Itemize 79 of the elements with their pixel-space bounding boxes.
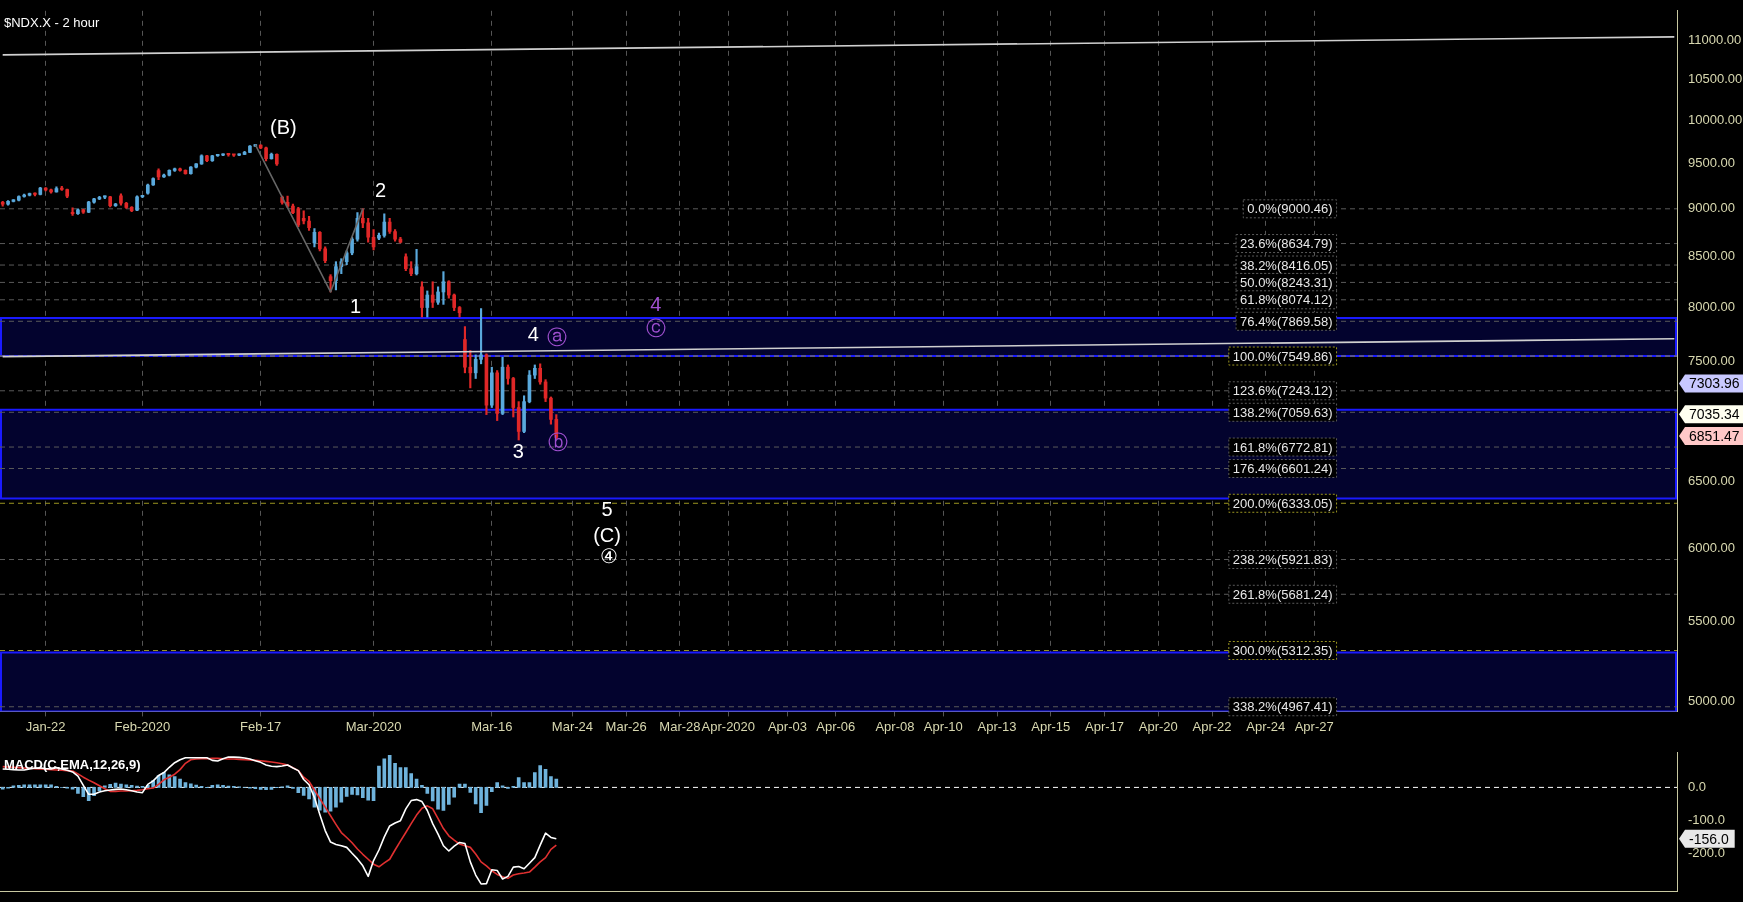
ref-line-label: 138.2%(7059.63) <box>1232 404 1333 420</box>
ref-line-label: 23.6%(8634.79) <box>1240 236 1333 252</box>
chart-title: MACD(C,EMA,12,26,9) <box>4 756 141 772</box>
y-tick-label: 10500.00 <box>1688 71 1743 87</box>
text: -156.0 <box>1689 830 1729 847</box>
y-tick-label: 7500.00 <box>1688 353 1735 369</box>
text: 6851.47 <box>1689 427 1740 444</box>
bar <box>11 785 16 788</box>
x-tick-label: Apr-13 <box>977 718 1017 734</box>
x-tick-label: Jan-22 <box>25 718 66 734</box>
annotation: (B) <box>270 116 297 139</box>
annotation: 1 <box>349 294 362 317</box>
x-tick-label: Apr-24 <box>1246 718 1286 734</box>
ref-line-label: 50.0%(8243.31) <box>1240 275 1333 290</box>
y-tick-label: 0.0 <box>1688 778 1707 794</box>
annotation: 4 <box>527 322 539 345</box>
candlestick <box>248 145 252 153</box>
bar <box>500 785 505 788</box>
candlestick <box>86 201 91 213</box>
ref-line-label: 61.8%(8074.12) <box>1240 292 1333 308</box>
ref-line-label: 261.8%(5681.24) <box>1232 586 1333 602</box>
ref-line-label: 200.0%(6333.05) <box>1232 495 1333 511</box>
candlestick <box>97 196 102 200</box>
y-tick-label: 11000.00 <box>1688 32 1742 48</box>
x-tick-label: Apr-17 <box>1085 718 1125 734</box>
annotation: ⓐ <box>546 326 567 349</box>
text: 7035.34 <box>1689 406 1740 423</box>
x-tick-label: Feb-2020 <box>114 718 171 734</box>
y-tick-label: 6000.00 <box>1688 540 1735 556</box>
ref-line-label: 161.8%(6772.81) <box>1232 439 1333 455</box>
annotation: 2 <box>375 179 387 202</box>
y-tick-label: 5500.00 <box>1688 613 1735 629</box>
x-tick-label: Apr-03 <box>767 718 807 734</box>
x-tick-label: Apr-20 <box>1138 718 1178 734</box>
x-tick-label: Mar-26 <box>605 718 647 734</box>
candlestick <box>237 153 242 156</box>
ref-line-label: 300.0%(5312.35) <box>1232 643 1333 659</box>
annotation: ④ <box>599 545 618 568</box>
ref-line-label: 338.2%(4967.41) <box>1232 699 1333 715</box>
x-tick-label: Feb-17 <box>240 718 282 734</box>
annotation: ⓑ <box>548 431 569 454</box>
ref-line-label: 238.2%(5921.83) <box>1232 552 1333 568</box>
text: 7303.96 <box>1689 375 1740 392</box>
y-tick-label: 9500.00 <box>1688 155 1735 171</box>
bar <box>27 784 32 788</box>
y-tick-label: 6500.00 <box>1688 473 1735 489</box>
y-tick-label: 5000.00 <box>1688 692 1735 708</box>
x-tick-label: Mar-24 <box>551 718 594 734</box>
x-tick-label: Mar-28 <box>659 718 701 734</box>
x-tick-label: Apr-22 <box>1192 718 1232 734</box>
annotation: ⓒ <box>645 317 666 340</box>
x-tick-label: Apr-27 <box>1294 718 1334 734</box>
x-tick-label: Mar-16 <box>471 718 513 734</box>
y-tick-label: 8500.00 <box>1688 248 1735 264</box>
x-tick-label: Apr-2020 <box>701 718 756 734</box>
ref-line-label: 176.4%(6601.24) <box>1232 461 1333 477</box>
ref-line-label: 76.4%(7869.58) <box>1240 313 1333 329</box>
ref-line-label: 123.6%(7243.12) <box>1232 383 1333 399</box>
bar <box>285 785 290 788</box>
x-tick-label: Apr-06 <box>816 718 856 734</box>
chart-title: $NDX.X - 2 hour <box>4 14 101 30</box>
candlestick <box>231 153 236 157</box>
y-tick-label: 8000.00 <box>1688 299 1735 315</box>
y-tick-label: 10000.00 <box>1688 112 1743 128</box>
x-tick-label: Mar-2020 <box>345 718 402 734</box>
x-tick-label: Apr-10 <box>923 718 963 734</box>
ref-line-label: 0.0%(9000.46) <box>1247 201 1333 217</box>
y-tick-label: -100.0 <box>1688 811 1725 827</box>
annotation: (C) <box>593 524 621 547</box>
annotation: 3 <box>512 440 524 463</box>
annotation: 5 <box>601 497 613 520</box>
x-tick-label: Apr-15 <box>1031 718 1071 734</box>
y-tick-label: 9000.00 <box>1688 200 1735 216</box>
ref-line-label: 100.0%(7549.86) <box>1232 348 1333 364</box>
y-tick-label: -200.0 <box>1688 844 1725 860</box>
annotation: 4 <box>650 293 662 316</box>
bar <box>269 787 274 790</box>
ref-line-label: 38.2%(8416.05) <box>1240 257 1333 273</box>
x-tick-label: Apr-08 <box>875 718 915 734</box>
